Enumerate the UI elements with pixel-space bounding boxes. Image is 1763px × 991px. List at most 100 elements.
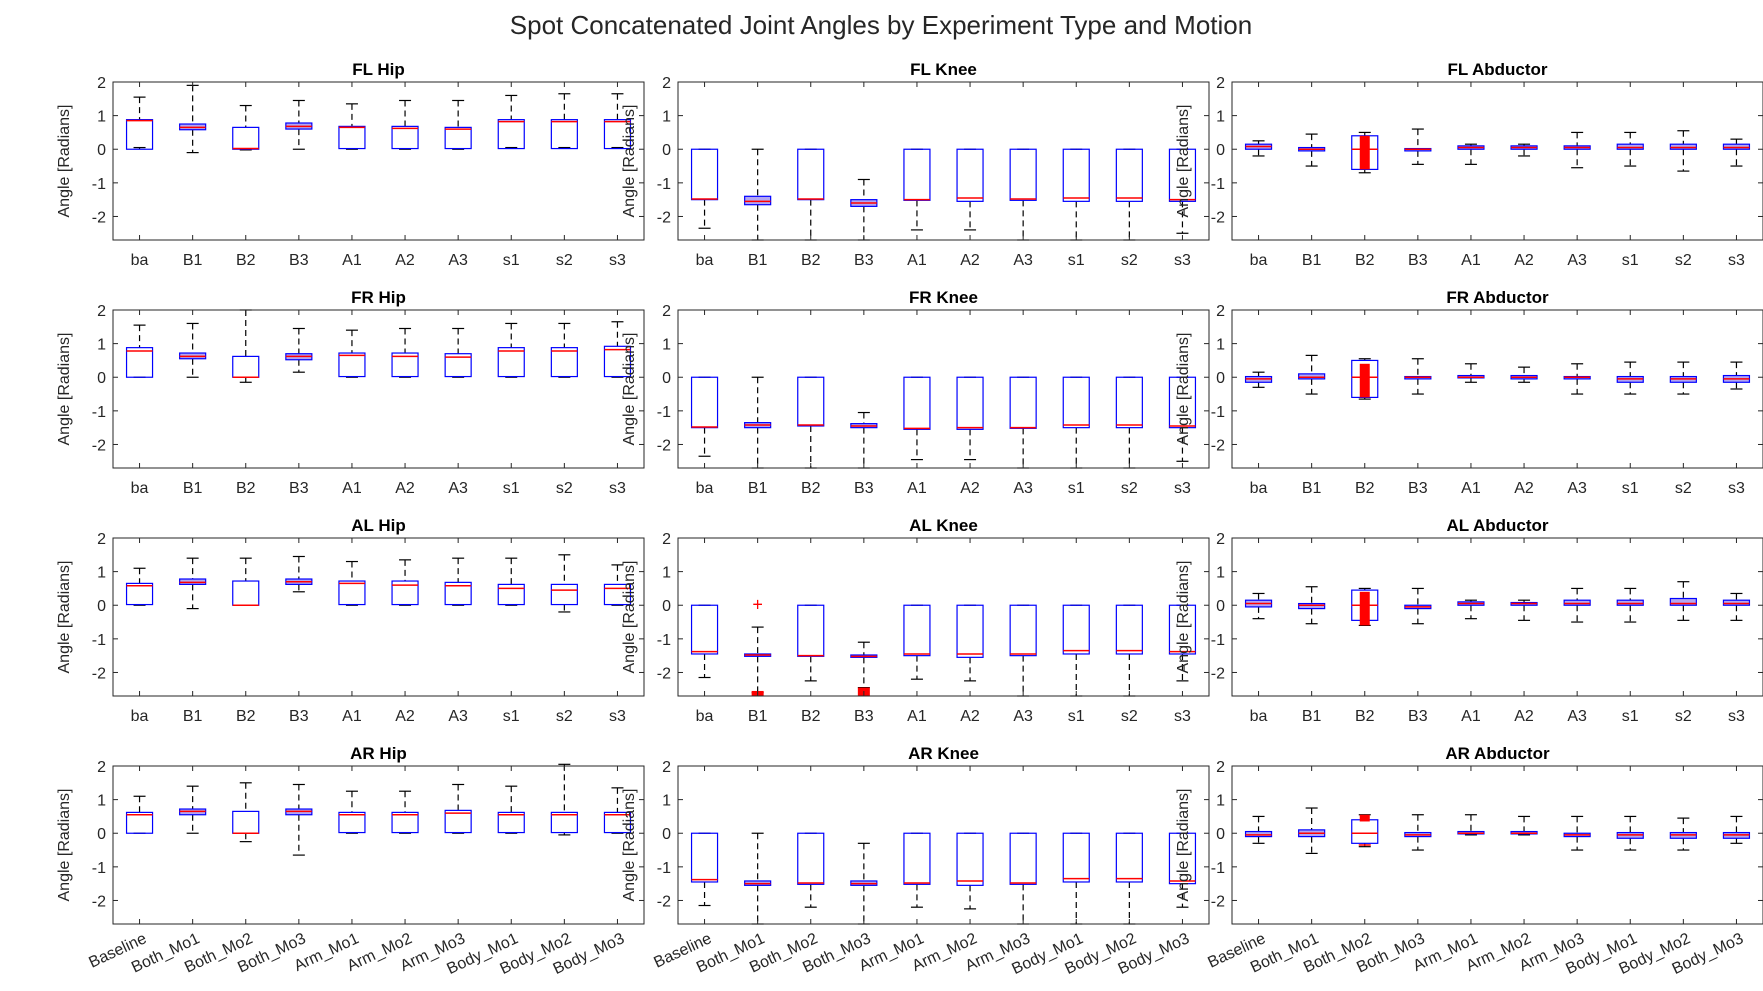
box-A2 bbox=[391, 99, 419, 150]
x-tick-label: A3 bbox=[448, 480, 468, 497]
y-tick-label: -1 bbox=[657, 860, 671, 877]
iqr-box bbox=[1062, 148, 1090, 202]
x-tick-label: ba bbox=[1250, 480, 1268, 497]
panel-title: AR Abductor bbox=[1445, 744, 1550, 763]
x-tick-label: A3 bbox=[1013, 708, 1033, 725]
y-tick-label: 2 bbox=[662, 531, 671, 548]
x-tick-label: A3 bbox=[1567, 252, 1587, 269]
x-tick-label: s2 bbox=[556, 252, 573, 269]
box-ba bbox=[1244, 140, 1273, 157]
y-tick-label: 1 bbox=[1216, 109, 1225, 126]
panel-fr-hip: FR Hip Angle [Radians] 2 1 0 -1 -2 ba B1 B2 B3 A1 A2… bbox=[56, 288, 645, 497]
y-axis-label: Angle [Radians] bbox=[56, 105, 73, 218]
box-s1 bbox=[1062, 604, 1090, 697]
box-s2 bbox=[1669, 817, 1697, 851]
plot-frame bbox=[1231, 309, 1763, 469]
box-A1 bbox=[338, 329, 366, 378]
box-A1 bbox=[338, 560, 366, 606]
y-tick-label: 1 bbox=[1216, 565, 1225, 582]
box-s3 bbox=[603, 564, 632, 606]
box-s3 bbox=[1722, 592, 1751, 621]
x-tick-label: s3 bbox=[609, 252, 626, 269]
iqr-box bbox=[497, 119, 525, 150]
box-s3 bbox=[603, 787, 632, 834]
panel-title: AL Abductor bbox=[1447, 516, 1549, 535]
y-tick-label: 0 bbox=[1216, 826, 1225, 843]
iqr-box bbox=[497, 583, 525, 606]
box-A2 bbox=[956, 376, 984, 461]
panel-title: AL Knee bbox=[909, 516, 978, 535]
y-tick-label: 0 bbox=[662, 142, 671, 159]
panel-title: FL Abductor bbox=[1447, 60, 1547, 79]
x-tick-label: B1 bbox=[748, 252, 768, 269]
box-s2 bbox=[550, 93, 578, 150]
box-s2 bbox=[550, 554, 578, 613]
y-axis-label: Angle [Radians] bbox=[621, 561, 638, 674]
box-B2 bbox=[797, 604, 825, 682]
box-s2 bbox=[1669, 130, 1697, 172]
box-B2 bbox=[1351, 587, 1379, 627]
x-tick-label: s1 bbox=[1622, 480, 1639, 497]
iqr-box bbox=[338, 352, 366, 378]
y-tick-label: -2 bbox=[1211, 437, 1225, 454]
box-A1 bbox=[903, 832, 931, 908]
box-ba bbox=[690, 604, 719, 679]
iqr-box bbox=[232, 355, 260, 378]
y-tick-label: 0 bbox=[662, 598, 671, 615]
y-axis-label: Angle [Radians] bbox=[56, 789, 73, 902]
outlier-plus: + bbox=[752, 595, 763, 615]
box-A1 bbox=[338, 103, 366, 150]
y-tick-label: 0 bbox=[1216, 142, 1225, 159]
box-s3 bbox=[1168, 832, 1197, 908]
box-B3 bbox=[850, 842, 878, 925]
x-tick-label: s1 bbox=[503, 252, 520, 269]
iqr-box bbox=[1669, 597, 1697, 606]
y-tick-label: 1 bbox=[97, 109, 106, 126]
box-s3 bbox=[1722, 361, 1751, 390]
x-tick-label: B2 bbox=[801, 708, 821, 725]
box-B3 bbox=[285, 99, 313, 150]
box-ba bbox=[1244, 371, 1273, 388]
iqr-box bbox=[125, 347, 154, 378]
box-s2 bbox=[1669, 361, 1697, 395]
x-tick-label: B2 bbox=[801, 252, 821, 269]
x-tick-label: B1 bbox=[748, 480, 768, 497]
iqr-box bbox=[444, 126, 472, 150]
panel-al-hip: AL Hip Angle [Radians] 2 1 0 -1 -2 ba B1 B2 B3 A1 A2… bbox=[56, 516, 645, 725]
box-A3 bbox=[444, 783, 472, 834]
box-ba bbox=[690, 832, 719, 907]
x-tick-label: A2 bbox=[395, 480, 415, 497]
box-B1 bbox=[179, 84, 207, 154]
y-axis-label: Angle [Radians] bbox=[1175, 561, 1192, 674]
box-A1 bbox=[1457, 363, 1485, 383]
iqr-box bbox=[690, 148, 719, 201]
x-tick-label: A2 bbox=[395, 708, 415, 725]
iqr-box bbox=[1009, 832, 1037, 885]
iqr-box bbox=[550, 347, 578, 378]
panel-al-knee: AL Knee Angle [Radians] 2 1 0 -1 -2 ba + B1 B2 B3 A1… bbox=[621, 516, 1210, 725]
x-tick-label: A2 bbox=[1514, 252, 1534, 269]
y-tick-label: 1 bbox=[97, 337, 106, 354]
iqr-box bbox=[232, 810, 260, 834]
x-tick-label: B3 bbox=[854, 252, 874, 269]
x-tick-label: B1 bbox=[1302, 480, 1322, 497]
y-axis-label: Angle [Radians] bbox=[56, 561, 73, 674]
box-B1 bbox=[1298, 354, 1326, 395]
box-B2 bbox=[1351, 358, 1379, 400]
iqr-box bbox=[1616, 143, 1644, 150]
x-tick-label: A3 bbox=[1567, 708, 1587, 725]
box-s3 bbox=[603, 93, 632, 150]
x-tick-label: ba bbox=[696, 252, 714, 269]
iqr-box bbox=[1298, 373, 1326, 380]
y-tick-label: -1 bbox=[657, 632, 671, 649]
box-A1 bbox=[1457, 814, 1485, 836]
iqr-box bbox=[338, 580, 366, 606]
x-tick-label: s3 bbox=[1174, 252, 1191, 269]
x-tick-label: B3 bbox=[289, 252, 309, 269]
iqr-box bbox=[690, 832, 719, 883]
x-tick-label: A1 bbox=[342, 708, 362, 725]
box-s2 bbox=[1115, 832, 1143, 925]
